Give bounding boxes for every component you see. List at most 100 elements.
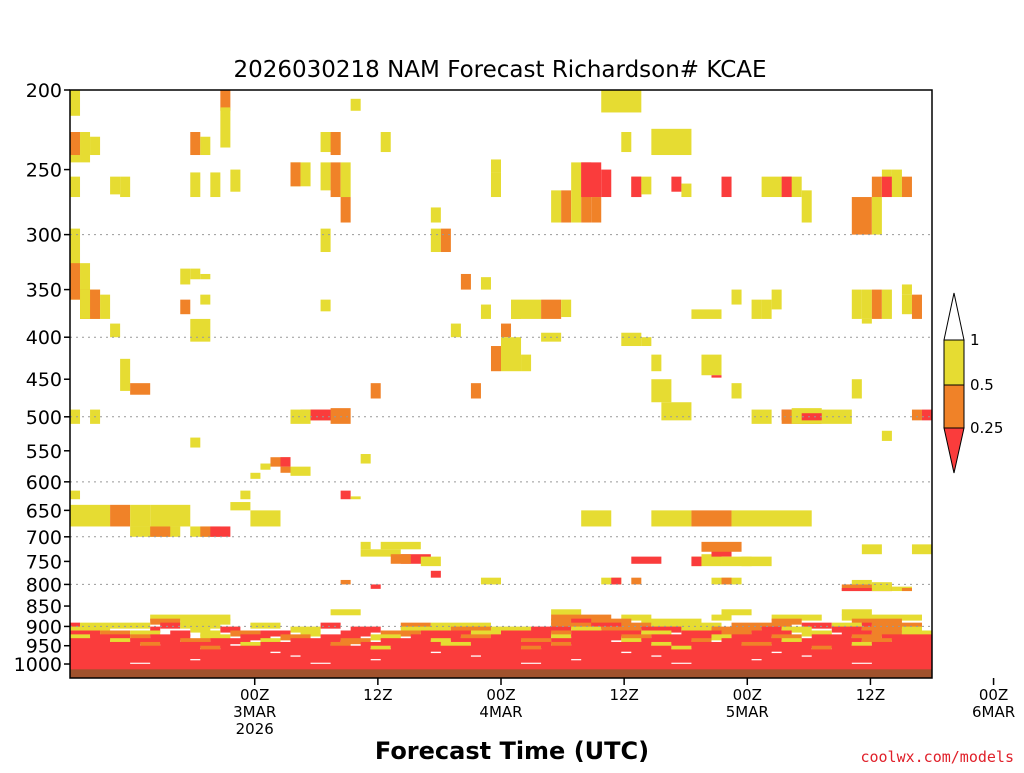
data-cell bbox=[160, 622, 181, 629]
data-cell bbox=[360, 641, 441, 648]
data-cell bbox=[801, 630, 832, 637]
data-cell bbox=[490, 172, 501, 198]
data-cell bbox=[751, 630, 792, 637]
data-cell bbox=[390, 645, 522, 652]
data-cell bbox=[130, 638, 181, 645]
data-cell bbox=[180, 638, 211, 645]
data-cell bbox=[881, 634, 932, 641]
data-cell bbox=[220, 626, 241, 633]
data-cell bbox=[250, 510, 281, 527]
data-cell bbox=[190, 268, 201, 280]
x-tick-label: 00Z bbox=[240, 686, 269, 704]
data-cell bbox=[901, 284, 912, 295]
data-cell bbox=[160, 641, 231, 648]
data-cell bbox=[641, 176, 652, 195]
data-cell bbox=[340, 630, 371, 637]
data-cell bbox=[340, 638, 371, 645]
data-cell bbox=[220, 90, 231, 111]
data-cell bbox=[70, 656, 191, 663]
data-cell bbox=[691, 645, 812, 652]
data-cell bbox=[571, 618, 592, 625]
data-cell bbox=[480, 304, 491, 319]
data-cell bbox=[721, 577, 732, 585]
data-cell bbox=[200, 656, 371, 663]
data-cell bbox=[200, 136, 211, 156]
data-cell bbox=[911, 294, 922, 319]
data-cell bbox=[280, 457, 291, 467]
data-cell bbox=[551, 614, 612, 621]
data-cell bbox=[671, 176, 682, 192]
data-cell bbox=[350, 626, 381, 633]
y-tick-label: 750 bbox=[26, 551, 62, 573]
data-cell bbox=[571, 162, 582, 223]
data-cell bbox=[551, 630, 572, 637]
data-cell bbox=[561, 190, 572, 223]
data-cell bbox=[70, 634, 91, 641]
data-cell bbox=[110, 176, 121, 195]
data-cell bbox=[651, 379, 672, 403]
data-cell bbox=[641, 337, 652, 347]
data-cell bbox=[581, 162, 602, 198]
color-legend: 1 0.5 0.25 bbox=[943, 292, 1003, 474]
data-cell bbox=[200, 273, 211, 280]
data-cell bbox=[70, 622, 81, 629]
data-cell bbox=[861, 318, 872, 324]
data-cell bbox=[120, 358, 131, 391]
data-cell bbox=[190, 318, 211, 342]
data-cell bbox=[110, 323, 121, 338]
data-cell bbox=[240, 641, 261, 648]
data-cell bbox=[340, 162, 351, 198]
data-cell bbox=[551, 609, 582, 616]
data-cell bbox=[831, 626, 862, 633]
data-cell bbox=[460, 634, 491, 641]
data-cell bbox=[330, 132, 341, 156]
data-cell bbox=[871, 622, 922, 629]
data-cell bbox=[921, 409, 932, 421]
data-cell bbox=[861, 289, 872, 319]
data-cell bbox=[170, 630, 191, 637]
data-cell bbox=[260, 641, 331, 648]
data-cell bbox=[611, 577, 622, 585]
data-cell bbox=[891, 638, 932, 645]
data-cell bbox=[180, 618, 231, 625]
data-cell bbox=[180, 622, 221, 629]
data-cell bbox=[781, 649, 932, 656]
data-cell bbox=[731, 383, 742, 399]
data-cell bbox=[631, 176, 642, 198]
data-cell bbox=[871, 176, 882, 198]
data-cell bbox=[380, 638, 431, 645]
data-cell bbox=[110, 638, 131, 645]
data-cell bbox=[320, 228, 331, 253]
data-cell bbox=[80, 622, 151, 629]
data-cell bbox=[400, 554, 431, 564]
site-credit: coolwx.com/models bbox=[860, 748, 1014, 766]
data-cell bbox=[691, 638, 712, 645]
data-cell bbox=[651, 510, 692, 527]
data-cell bbox=[721, 176, 732, 198]
data-cell bbox=[781, 626, 812, 633]
data-cell bbox=[651, 641, 672, 648]
data-cell bbox=[70, 645, 201, 652]
data-cell bbox=[200, 294, 211, 305]
x-axis-label: Forecast Time (UTC) bbox=[375, 737, 649, 765]
data-cell bbox=[370, 584, 381, 589]
data-cell bbox=[511, 299, 542, 319]
data-cell bbox=[360, 541, 371, 550]
data-cell bbox=[671, 645, 692, 652]
data-cell bbox=[480, 653, 652, 660]
data-cell bbox=[250, 472, 261, 479]
data-cell bbox=[801, 413, 822, 421]
y-tick-label: 950 bbox=[26, 636, 62, 658]
data-cell bbox=[380, 656, 572, 663]
data-cell bbox=[551, 641, 572, 648]
data-cell bbox=[841, 584, 892, 592]
data-cell bbox=[881, 289, 892, 319]
data-cell bbox=[701, 554, 722, 567]
data-cell bbox=[70, 638, 111, 645]
data-cell bbox=[150, 618, 181, 625]
data-cell bbox=[711, 375, 722, 378]
data-cell bbox=[90, 136, 101, 156]
y-tick-label: 400 bbox=[26, 327, 62, 349]
data-cell bbox=[410, 634, 461, 641]
